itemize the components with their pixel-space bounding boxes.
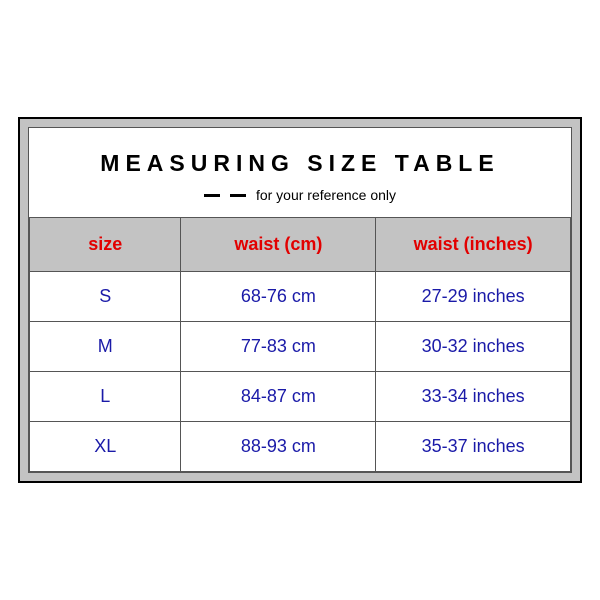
page-title: MEASURING SIZE TABLE — [39, 150, 561, 177]
dash-icon — [204, 194, 220, 197]
subtitle: for your reference only — [39, 187, 561, 203]
cell-waist-in: 30-32 inches — [376, 322, 571, 372]
cell-waist-in: 35-37 inches — [376, 422, 571, 472]
cell-waist-in: 27-29 inches — [376, 272, 571, 322]
cell-size: XL — [30, 422, 181, 472]
cell-waist-in: 33-34 inches — [376, 372, 571, 422]
cell-size: S — [30, 272, 181, 322]
title-area: MEASURING SIZE TABLE for your reference … — [29, 128, 571, 217]
col-header-waist-cm: waist (cm) — [181, 218, 376, 272]
size-table: size waist (cm) waist (inches) S 68-76 c… — [29, 217, 571, 472]
dash-icon — [230, 194, 246, 197]
cell-waist-cm: 84-87 cm — [181, 372, 376, 422]
table-row: XL 88-93 cm 35-37 inches — [30, 422, 571, 472]
cell-size: M — [30, 322, 181, 372]
table-header-row: size waist (cm) waist (inches) — [30, 218, 571, 272]
subtitle-text: for your reference only — [256, 187, 396, 203]
table-row: M 77-83 cm 30-32 inches — [30, 322, 571, 372]
table-row: S 68-76 cm 27-29 inches — [30, 272, 571, 322]
col-header-waist-in: waist (inches) — [376, 218, 571, 272]
table-row: L 84-87 cm 33-34 inches — [30, 372, 571, 422]
size-table-panel: MEASURING SIZE TABLE for your reference … — [28, 127, 572, 473]
cell-waist-cm: 68-76 cm — [181, 272, 376, 322]
size-table-frame: MEASURING SIZE TABLE for your reference … — [18, 117, 582, 483]
cell-waist-cm: 88-93 cm — [181, 422, 376, 472]
cell-waist-cm: 77-83 cm — [181, 322, 376, 372]
cell-size: L — [30, 372, 181, 422]
col-header-size: size — [30, 218, 181, 272]
